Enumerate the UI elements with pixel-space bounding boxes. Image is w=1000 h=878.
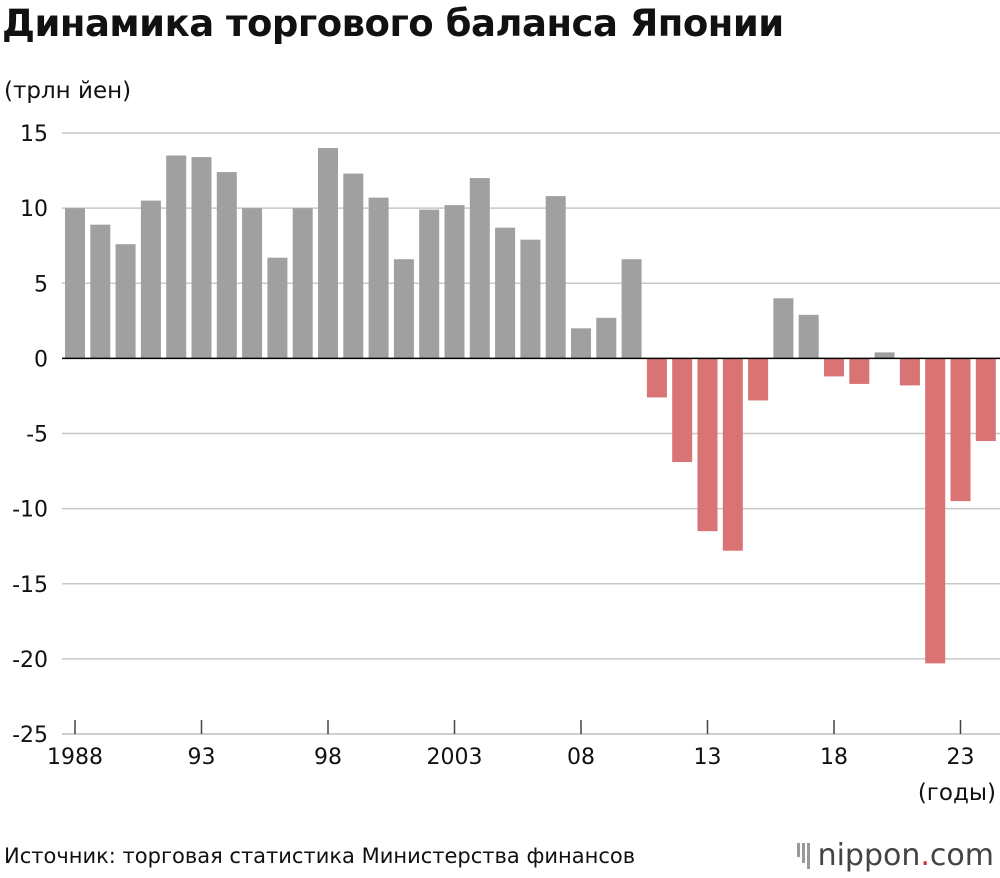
logo-bars-icon — [796, 842, 810, 869]
nippon-logo: nippon. com — [796, 838, 994, 873]
logo-suffix: com — [929, 838, 994, 873]
bars — [65, 148, 996, 664]
y-tick-label: 5 — [34, 272, 48, 297]
bar — [292, 208, 313, 359]
y-tick-label: 15 — [20, 122, 48, 147]
y-tick-label: -20 — [12, 648, 48, 673]
y-tick-label: -10 — [12, 498, 48, 523]
bar — [925, 358, 946, 664]
bar — [115, 244, 136, 359]
x-tick-label: 23 — [947, 745, 975, 770]
bar — [697, 358, 718, 532]
bar — [495, 227, 516, 359]
x-tick-label: 1988 — [47, 745, 103, 770]
y-tick-label: 10 — [20, 197, 48, 222]
bar — [216, 172, 237, 359]
bar — [571, 328, 591, 359]
bar — [166, 155, 187, 359]
bar — [874, 352, 895, 359]
logo-dot: . — [920, 838, 930, 873]
x-tick-label: 93 — [188, 745, 216, 770]
bar — [798, 314, 819, 359]
bar — [318, 148, 338, 359]
bar — [646, 358, 667, 398]
bar — [975, 358, 996, 442]
bar — [748, 358, 769, 401]
x-tick-label: 2003 — [427, 745, 483, 770]
bar — [90, 224, 111, 359]
bar — [65, 208, 85, 359]
bar — [596, 317, 617, 359]
bar — [444, 205, 465, 359]
y-tick-label: -25 — [12, 723, 48, 748]
bar — [520, 239, 541, 359]
x-tick-label: 18 — [820, 745, 848, 770]
x-tick-label: 08 — [567, 745, 595, 770]
y-axis-unit-label: (трлн йен) — [4, 78, 132, 104]
x-tick-label: 13 — [694, 745, 722, 770]
source-note: Источник: торговая статистика Министерст… — [4, 844, 636, 868]
bar — [140, 200, 161, 359]
bar — [672, 358, 693, 463]
logo-name: nippon — [817, 838, 921, 873]
bar — [545, 196, 566, 359]
x-tick-label: 98 — [314, 745, 342, 770]
bar — [343, 173, 364, 359]
bar — [191, 157, 212, 359]
y-tick-label: -5 — [26, 423, 48, 448]
x-axis-unit-label: (годы) — [917, 780, 996, 806]
bar — [950, 358, 971, 502]
chart-title: Динамика торгового баланса Японии — [2, 2, 784, 45]
bar — [824, 358, 844, 377]
bar — [899, 358, 920, 386]
bar — [722, 358, 743, 551]
y-tick-label: 0 — [34, 347, 48, 372]
bar — [621, 259, 642, 359]
bar — [773, 298, 794, 359]
bar — [419, 209, 440, 359]
bar — [849, 358, 870, 384]
bar — [368, 197, 389, 359]
bar — [242, 208, 263, 359]
bar — [267, 257, 288, 359]
bar — [469, 178, 490, 359]
y-tick-label: -15 — [12, 573, 48, 598]
bar — [393, 259, 414, 359]
